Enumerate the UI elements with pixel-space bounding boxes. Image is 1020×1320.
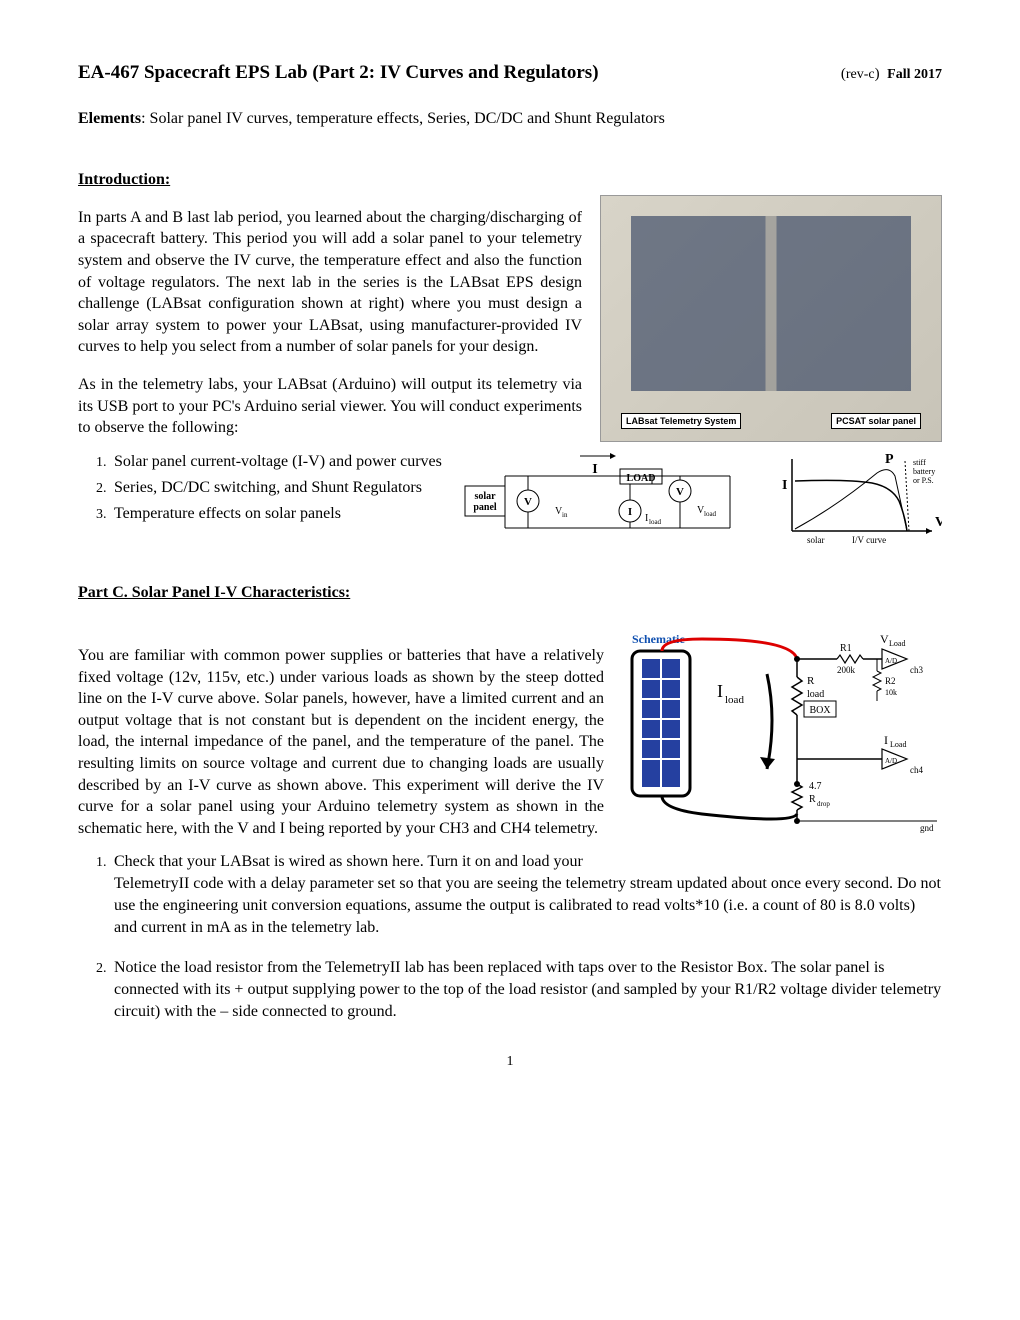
elements-label: Elements: [78, 110, 141, 127]
page-number: 1: [78, 1053, 942, 1072]
circuit-diagram: solar panel V V in I LOAD V I I load V l…: [460, 451, 760, 546]
svg-text:LOAD: LOAD: [627, 473, 656, 484]
svg-text:I: I: [884, 733, 888, 747]
observations-block: Solar panel current-voltage (I-V) and po…: [78, 451, 942, 546]
svg-text:I: I: [645, 513, 648, 524]
svg-text:stiff: stiff: [913, 458, 926, 467]
svg-text:4.7: 4.7: [809, 781, 822, 792]
obs-item-2: Series, DC/DC switching, and Shunt Regul…: [110, 477, 450, 499]
steps-list: Check that your LABsat is wired as shown…: [78, 851, 942, 1022]
labsat-photo: LABsat Telemetry System PCSAT solar pane…: [600, 195, 942, 442]
partc-heading: Part C. Solar Panel I-V Characteristics:: [78, 582, 942, 604]
photo-label-left: LABsat Telemetry System: [621, 413, 741, 429]
svg-text:R1: R1: [840, 643, 852, 654]
svg-text:V: V: [524, 496, 532, 508]
date-label: Fall 2017: [887, 67, 942, 82]
svg-text:Schematic: Schematic: [632, 632, 685, 646]
svg-text:I: I: [592, 462, 597, 477]
elements-text: : Solar panel IV curves, temperature eff…: [141, 110, 665, 127]
step-1: Check that your LABsat is wired as shown…: [110, 851, 942, 939]
svg-text:panel: panel: [473, 502, 497, 513]
svg-text:R: R: [809, 794, 816, 805]
iv-curve-chart: I V P stiff battery or P.S. solar I/V cu…: [777, 451, 942, 546]
svg-text:10k: 10k: [885, 688, 897, 697]
svg-text:I: I: [782, 478, 787, 493]
svg-text:V: V: [935, 515, 942, 530]
svg-text:ch3: ch3: [910, 665, 923, 675]
svg-text:load: load: [725, 694, 744, 706]
obs-item-1: Solar panel current-voltage (I-V) and po…: [110, 451, 450, 473]
observations-list: Solar panel current-voltage (I-V) and po…: [78, 451, 450, 529]
svg-text:200k: 200k: [837, 665, 856, 675]
svg-text:load: load: [807, 689, 824, 700]
intro-heading: Introduction:: [78, 169, 942, 191]
partc-section: Part C. Solar Panel I-V Characteristics:…: [78, 582, 942, 1023]
svg-text:Load: Load: [889, 639, 905, 648]
rev-label: rev-c: [846, 67, 875, 82]
svg-text:I/V curve: I/V curve: [852, 535, 886, 545]
svg-text:A/D: A/D: [885, 757, 897, 765]
svg-text:V: V: [676, 486, 684, 498]
svg-text:battery: battery: [913, 467, 935, 476]
svg-text:in: in: [562, 511, 568, 519]
svg-text:ch4: ch4: [910, 765, 923, 775]
elements-line: Elements: Solar panel IV curves, tempera…: [78, 108, 942, 130]
svg-text:solar: solar: [807, 535, 825, 545]
svg-text:Load: Load: [890, 740, 906, 749]
svg-text:I: I: [628, 506, 632, 518]
photo-label-right: PCSAT solar panel: [831, 413, 921, 429]
schematic-diagram: Schematic I load R load: [622, 629, 942, 846]
svg-text:or P.S.: or P.S.: [913, 476, 934, 485]
svg-text:V: V: [880, 632, 889, 646]
svg-text:drop: drop: [817, 800, 830, 808]
step-2: Notice the load resistor from the Teleme…: [110, 957, 942, 1023]
intro-section: Introduction: LABsat Telemetry System PC…: [78, 169, 942, 439]
svg-text:R2: R2: [885, 676, 896, 686]
svg-text:load: load: [649, 518, 662, 526]
obs-item-3: Temperature effects on solar panels: [110, 503, 450, 525]
rev-date: (rev-c) Fall 2017: [841, 64, 942, 85]
svg-text:BOX: BOX: [809, 705, 831, 716]
svg-text:load: load: [704, 510, 717, 518]
svg-text:gnd: gnd: [920, 823, 934, 833]
header: EA-467 Spacecraft EPS Lab (Part 2: IV Cu…: [78, 60, 942, 86]
svg-text:P: P: [885, 452, 894, 467]
svg-text:R: R: [807, 675, 815, 687]
svg-text:solar: solar: [474, 491, 496, 502]
svg-text:I: I: [717, 681, 723, 701]
doc-title: EA-467 Spacecraft EPS Lab (Part 2: IV Cu…: [78, 60, 599, 86]
svg-text:A/D: A/D: [885, 657, 897, 665]
